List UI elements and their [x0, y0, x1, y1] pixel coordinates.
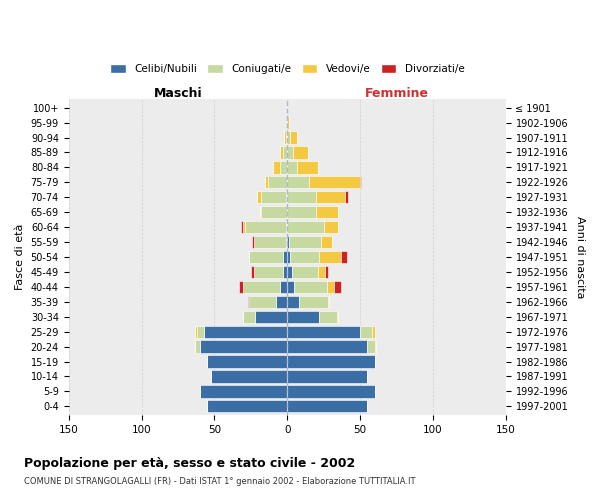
Bar	[287, 326, 360, 338]
Text: COMUNE DI STRANGOLAGALLI (FR) - Dati ISTAT 1° gennaio 2002 - Elaborazione TUTTIT: COMUNE DI STRANGOLAGALLI (FR) - Dati IST…	[24, 478, 415, 486]
Bar	[197, 326, 204, 338]
Bar	[287, 176, 309, 188]
Bar	[239, 280, 244, 293]
Bar	[286, 221, 287, 233]
Bar	[255, 310, 287, 323]
Bar	[326, 280, 334, 293]
Bar	[287, 146, 293, 158]
Bar	[287, 116, 289, 128]
Bar	[254, 266, 283, 278]
Bar	[211, 370, 287, 382]
Bar	[341, 251, 347, 263]
Bar	[283, 266, 287, 278]
Bar	[200, 340, 287, 352]
Bar	[287, 206, 316, 218]
Bar	[287, 191, 316, 203]
Bar	[250, 296, 275, 308]
Bar	[374, 340, 376, 352]
Bar	[261, 191, 286, 203]
Bar	[293, 146, 308, 158]
Bar	[244, 221, 245, 233]
Bar	[265, 176, 268, 188]
Bar	[298, 162, 318, 173]
Bar	[287, 221, 323, 233]
Bar	[292, 266, 318, 278]
Bar	[196, 326, 197, 338]
Bar	[241, 221, 244, 233]
Bar	[360, 176, 361, 188]
Bar	[316, 191, 346, 203]
Legend: Celibi/Nubili, Coniugati/e, Vedovi/e, Divorziati/e: Celibi/Nubili, Coniugati/e, Vedovi/e, Di…	[106, 60, 469, 78]
Bar	[287, 266, 292, 278]
Bar	[287, 400, 367, 412]
Bar	[284, 132, 286, 143]
Bar	[286, 191, 287, 203]
Bar	[287, 280, 295, 293]
Bar	[280, 280, 287, 293]
Bar	[295, 280, 326, 293]
Bar	[371, 326, 374, 338]
Bar	[360, 326, 371, 338]
Bar	[286, 236, 287, 248]
Bar	[289, 236, 321, 248]
Bar	[275, 296, 287, 308]
Bar	[254, 236, 286, 248]
Bar	[200, 386, 287, 398]
Bar	[287, 251, 290, 263]
Bar	[321, 236, 332, 248]
Bar	[283, 146, 287, 158]
Bar	[272, 162, 280, 173]
Bar	[287, 162, 298, 173]
Bar	[287, 340, 367, 352]
Bar	[287, 132, 290, 143]
Bar	[257, 191, 261, 203]
Bar	[287, 386, 374, 398]
Bar	[207, 356, 287, 368]
Bar	[290, 251, 319, 263]
Bar	[318, 266, 325, 278]
Bar	[250, 251, 283, 263]
Bar	[328, 296, 329, 308]
Bar	[323, 221, 338, 233]
Bar	[287, 370, 367, 382]
Text: Femmine: Femmine	[364, 87, 428, 100]
Bar	[283, 251, 287, 263]
Bar	[280, 146, 283, 158]
Bar	[334, 280, 341, 293]
Bar	[280, 162, 287, 173]
Bar	[287, 296, 299, 308]
Bar	[204, 326, 287, 338]
Bar	[319, 310, 337, 323]
Bar	[367, 340, 374, 352]
Y-axis label: Fasce di età: Fasce di età	[15, 224, 25, 290]
Text: Maschi: Maschi	[154, 87, 202, 100]
Bar	[316, 206, 338, 218]
Bar	[196, 340, 200, 352]
Bar	[309, 176, 360, 188]
Bar	[287, 236, 289, 248]
Bar	[248, 296, 250, 308]
Bar	[325, 266, 328, 278]
Y-axis label: Anni di nascita: Anni di nascita	[575, 216, 585, 298]
Bar	[252, 236, 254, 248]
Bar	[290, 132, 298, 143]
Bar	[207, 400, 287, 412]
Bar	[287, 310, 319, 323]
Bar	[261, 206, 287, 218]
Text: Popolazione per età, sesso e stato civile - 2002: Popolazione per età, sesso e stato civil…	[24, 458, 355, 470]
Bar	[245, 221, 286, 233]
Bar	[286, 132, 287, 143]
Bar	[346, 191, 349, 203]
Bar	[244, 310, 255, 323]
Bar	[244, 280, 280, 293]
Bar	[337, 310, 338, 323]
Bar	[287, 356, 374, 368]
Bar	[319, 251, 341, 263]
Bar	[268, 176, 287, 188]
Bar	[260, 206, 261, 218]
Bar	[299, 296, 328, 308]
Bar	[251, 266, 254, 278]
